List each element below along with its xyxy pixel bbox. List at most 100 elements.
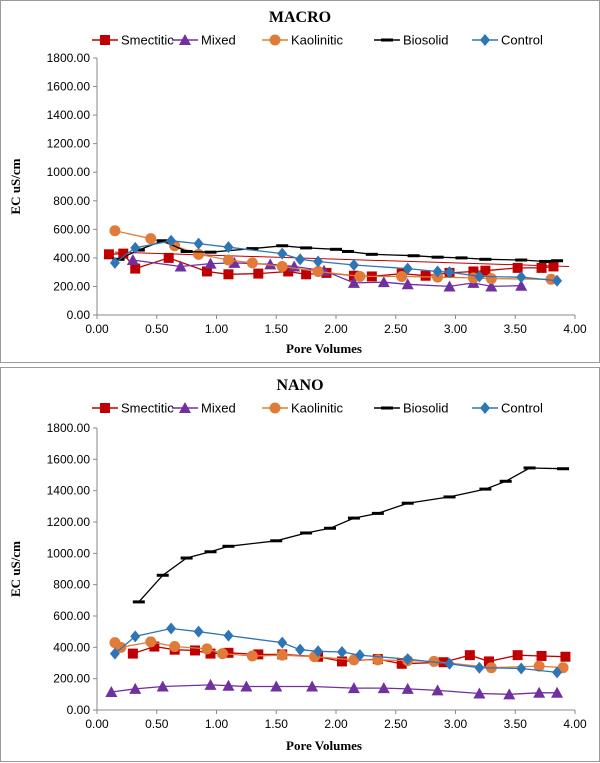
macro-point-mixed <box>126 254 139 266</box>
nano-point-biosolid <box>347 516 360 520</box>
macro-legend-marker-control <box>480 34 490 46</box>
macro-point-biosolid <box>180 249 193 253</box>
macro-point-kaolinitic <box>276 260 288 272</box>
nano-point-mixed <box>401 682 414 694</box>
nano-legend-marker-control <box>480 402 490 414</box>
macro-point-mixed <box>401 278 414 290</box>
nano-point-mixed <box>204 678 217 690</box>
macro-point-mixed <box>204 257 217 269</box>
macro-x-tick-label: 0.50 <box>145 322 169 336</box>
nano-point-control <box>109 647 120 660</box>
macro-point-kaolinitic <box>396 270 408 282</box>
nano-legend-marker-biosolid <box>381 406 393 410</box>
nano-point-control <box>354 649 365 662</box>
nano-point-mixed <box>306 680 319 692</box>
nano-point-kaolinitic <box>276 649 288 661</box>
nano-point-control <box>166 622 177 635</box>
macro-point-control <box>516 271 527 284</box>
macro-point-control <box>474 270 485 283</box>
nano-point-biosolid <box>401 501 414 505</box>
macro-y-tick-label: 400.00 <box>53 251 90 265</box>
nano-point-control <box>444 657 455 670</box>
macro-legend-label-kaolinitic: Kaolinitic <box>291 33 344 48</box>
nano-point-mixed <box>105 685 118 697</box>
nano-point-kaolinitic <box>246 650 258 662</box>
macro-y-tick-label: 200.00 <box>53 279 90 293</box>
nano-point-mixed <box>551 686 564 698</box>
macro-x-tick-label: 3.50 <box>504 322 528 336</box>
macro-trendline <box>114 251 570 267</box>
nano-x-tick-label: 0.50 <box>145 717 169 731</box>
macro-point-smectitic <box>118 248 129 259</box>
nano-point-smectitic <box>396 658 407 669</box>
macro-point-mixed <box>174 260 187 272</box>
macro-point-control <box>432 265 443 278</box>
nano-legend-marker-smectitic <box>100 403 110 413</box>
macro-y-tick-label: 1200.00 <box>47 137 91 151</box>
nano-point-biosolid <box>557 467 570 471</box>
macro-point-mixed <box>485 280 498 292</box>
nano-point-biosolid <box>371 511 384 515</box>
nano-y-tick-label: 600.00 <box>53 609 90 623</box>
macro-point-kaolinitic <box>485 273 497 285</box>
macro-point-smectitic <box>103 249 114 260</box>
nano-x-tick-label: 1.00 <box>205 717 229 731</box>
macro-point-smectitic <box>468 266 479 277</box>
nano-point-mixed <box>156 680 169 692</box>
macro-x-axis-label: Pore Volumes <box>286 341 362 356</box>
nano-series-line-kaolinitic <box>114 641 564 669</box>
nano-point-mixed <box>431 684 444 696</box>
nano-point-control <box>552 666 563 679</box>
macro-y-tick-label: 1600.00 <box>47 80 91 94</box>
macro-point-biosolid <box>132 248 145 252</box>
nano-point-control <box>223 629 234 642</box>
nano-x-axis-label: Pore Volumes <box>286 738 362 753</box>
nano-point-mixed <box>222 679 235 691</box>
nano-legend-marker-kaolinitic <box>269 402 281 414</box>
nano-point-smectitic <box>560 651 571 662</box>
nano-point-control <box>336 646 347 659</box>
nano-x-tick-label: 4.00 <box>563 717 587 731</box>
macro-point-control <box>402 262 413 275</box>
macro-point-mixed <box>443 280 456 292</box>
nano-point-biosolid <box>222 544 235 548</box>
macro-chart-title: MACRO <box>269 9 331 26</box>
nano-x-tick-label: 2.00 <box>324 717 348 731</box>
nano-y-tick-label: 1400.00 <box>47 484 91 498</box>
macro-point-control <box>109 256 120 269</box>
macro-point-biosolid <box>551 259 564 263</box>
macro-legend-label-control: Control <box>501 33 543 48</box>
macro-point-biosolid <box>330 247 342 251</box>
macro-point-smectitic <box>201 266 212 277</box>
macro-x-tick-label: 4.00 <box>563 322 587 336</box>
macro-point-biosolid <box>365 252 378 256</box>
macro-point-control <box>444 266 455 279</box>
nano-y-tick-label: 1200.00 <box>47 515 91 529</box>
nano-point-biosolid <box>132 600 145 604</box>
macro-point-kaolinitic <box>354 270 366 282</box>
macro-point-smectitic <box>253 268 264 279</box>
nano-point-control <box>193 625 204 638</box>
macro-x-tick-label: 1.00 <box>205 322 229 336</box>
macro-point-biosolid <box>455 256 468 260</box>
macro-point-smectitic <box>536 262 547 273</box>
nano-point-smectitic <box>536 650 547 661</box>
nano-point-biosolid <box>499 479 512 483</box>
macro-series-line-mixed <box>132 259 522 288</box>
macro-point-smectitic <box>130 263 141 274</box>
nano-point-biosolid <box>523 466 536 470</box>
nano-panel-border <box>0 367 600 762</box>
macro-y-tick-label: 1800.00 <box>47 51 91 65</box>
macro-point-control <box>552 274 563 287</box>
macro-point-control <box>348 259 359 272</box>
nano-x-tick-label: 0.00 <box>85 717 109 731</box>
macro-point-biosolid <box>341 249 354 253</box>
nano-point-kaolinitic <box>169 641 181 653</box>
nano-point-biosolid <box>270 539 283 543</box>
macro-x-tick-label: 1.50 <box>265 322 289 336</box>
nano-point-smectitic <box>189 645 200 656</box>
macro-point-kaolinitic <box>109 225 121 237</box>
nano-point-kaolinitic <box>145 636 157 648</box>
